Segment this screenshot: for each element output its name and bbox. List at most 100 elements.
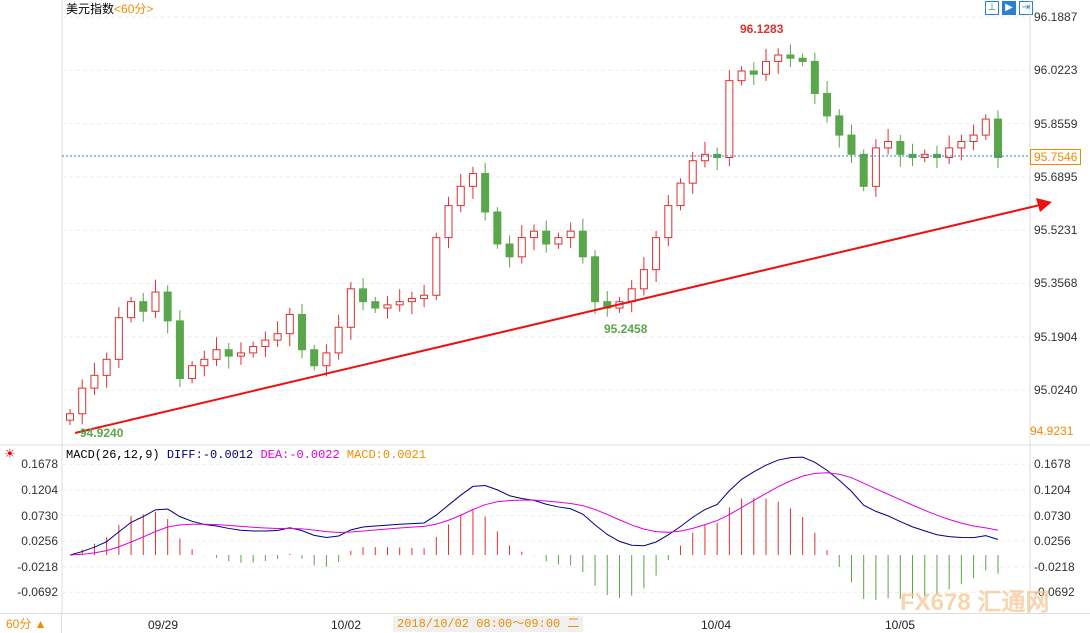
macd-header: MACD(26,12,9) DIFF:-0.0012 DEA:-0.0022 M… bbox=[66, 448, 427, 462]
candle-body bbox=[200, 358, 209, 367]
candle-body bbox=[285, 313, 294, 335]
candle-body bbox=[725, 80, 734, 159]
candle-body bbox=[749, 70, 758, 75]
candle-body bbox=[798, 57, 807, 62]
candle-body bbox=[517, 237, 526, 258]
candle-body bbox=[884, 141, 893, 149]
macd-tick: -0.0218 bbox=[1034, 559, 1075, 574]
price-tick: 96.0223 bbox=[1034, 63, 1078, 78]
candle-body bbox=[224, 349, 233, 357]
timeframe-label: <60分> bbox=[114, 2, 154, 16]
candle-body bbox=[932, 153, 941, 159]
candle-body bbox=[310, 349, 319, 367]
candle-body bbox=[981, 118, 990, 136]
price-chart[interactable] bbox=[0, 0, 1090, 613]
macd-tick: -0.0692 bbox=[17, 585, 58, 600]
chart-type-icon[interactable]: ⊥ bbox=[985, 1, 999, 15]
candle-body bbox=[969, 134, 978, 143]
candle-body bbox=[908, 153, 917, 159]
candle-body bbox=[639, 269, 648, 290]
high-annotation: 96.1283 bbox=[740, 22, 784, 36]
candle-body bbox=[652, 237, 661, 271]
macd-tick: 0.0256 bbox=[21, 534, 58, 549]
candle-body bbox=[505, 243, 514, 258]
price-tick: 95.1904 bbox=[1034, 329, 1078, 344]
macd-tick: 0.1678 bbox=[21, 457, 58, 472]
candle-body bbox=[713, 153, 722, 159]
price-tick: 95.6895 bbox=[1034, 169, 1078, 184]
candle-body bbox=[896, 141, 905, 155]
candle-body bbox=[920, 153, 929, 159]
candle-body bbox=[139, 301, 148, 312]
macd-tick: 0.1204 bbox=[1034, 482, 1071, 497]
candle-body bbox=[810, 60, 819, 94]
candle-body bbox=[823, 92, 832, 117]
trend-arrow-icon bbox=[1036, 198, 1052, 212]
candle-body bbox=[774, 54, 783, 62]
candle-body bbox=[762, 60, 770, 75]
candle-body bbox=[127, 301, 136, 319]
candle-body bbox=[102, 358, 111, 376]
watermark-logo: FX678 汇通网 bbox=[900, 589, 1050, 616]
candle-body bbox=[493, 211, 502, 245]
candle-body bbox=[566, 230, 575, 239]
crosshair-time: 2018/10/02 08:00～09:00 二 bbox=[393, 616, 584, 632]
macd-tick: 0.0730 bbox=[21, 508, 58, 523]
candle-body bbox=[945, 147, 954, 159]
candle-body bbox=[468, 173, 477, 187]
candle-body bbox=[175, 320, 184, 380]
candle-body bbox=[481, 173, 490, 213]
candle-body bbox=[163, 291, 172, 322]
candle-body bbox=[688, 160, 697, 184]
price-tick: 95.0240 bbox=[1034, 383, 1078, 398]
macd-tick: -0.0218 bbox=[17, 559, 58, 574]
candle-body bbox=[786, 54, 795, 59]
candle-body bbox=[835, 115, 844, 136]
candle-body bbox=[273, 333, 282, 341]
play-icon[interactable]: ▶ bbox=[1002, 1, 1016, 15]
candle-body bbox=[700, 153, 709, 162]
candle-body bbox=[407, 297, 416, 303]
candle-body bbox=[212, 349, 221, 360]
macd-tick: -0.0692 bbox=[1034, 585, 1075, 600]
price-tick: 95.8559 bbox=[1034, 116, 1078, 131]
settings-icon[interactable]: ☀ bbox=[4, 446, 16, 461]
candle-body bbox=[359, 288, 368, 303]
dea-line bbox=[69, 472, 999, 556]
candle-body bbox=[994, 118, 1002, 159]
diff-line bbox=[69, 456, 999, 556]
candle-body bbox=[957, 141, 966, 149]
macd-tick: 0.1678 bbox=[1034, 457, 1071, 472]
candle-body bbox=[90, 374, 99, 389]
date-label: 09/29 bbox=[148, 618, 179, 632]
low-price-label: 94.9231 bbox=[1030, 424, 1074, 438]
trend-line bbox=[74, 204, 1041, 434]
candle-body bbox=[530, 230, 538, 239]
candle-body bbox=[78, 387, 87, 415]
candle-body bbox=[383, 304, 392, 309]
candle-body bbox=[591, 256, 600, 303]
candle-body bbox=[395, 301, 404, 306]
date-label: 10/04 bbox=[701, 618, 732, 632]
candle-body bbox=[188, 365, 197, 380]
candle-body bbox=[737, 70, 746, 82]
candle-body bbox=[371, 301, 380, 309]
macd-tick: 0.0256 bbox=[1034, 534, 1071, 549]
price-tick: 95.3568 bbox=[1034, 276, 1078, 291]
candle-body bbox=[151, 291, 160, 312]
candle-body bbox=[456, 185, 465, 207]
candle-body bbox=[664, 205, 673, 239]
candle-body bbox=[554, 237, 563, 245]
candle-body bbox=[871, 147, 880, 187]
timeframe-selector[interactable]: 60分 ▲ bbox=[0, 614, 62, 633]
candle-body bbox=[420, 294, 429, 299]
candle-body bbox=[249, 346, 258, 354]
candle-body bbox=[322, 352, 331, 367]
candle-body bbox=[261, 339, 270, 348]
candle-body bbox=[578, 230, 587, 258]
current-price-label: 95.7546 bbox=[1030, 149, 1082, 165]
low-annotation: 94.9240 bbox=[80, 426, 124, 440]
candle-body bbox=[346, 288, 355, 328]
price-tick: 96.1887 bbox=[1034, 10, 1078, 24]
time-axis: 60分 ▲ 09/29 10/02 2018/10/02 08:00～09:00… bbox=[0, 613, 1090, 633]
